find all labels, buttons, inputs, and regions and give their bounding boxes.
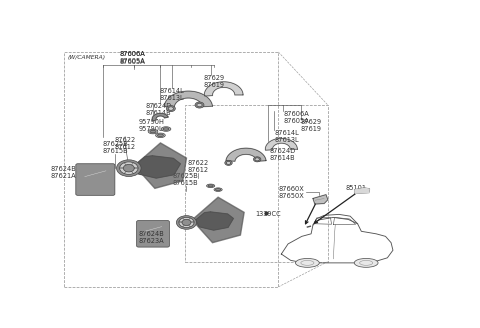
- Text: 87622
87612: 87622 87612: [114, 136, 136, 150]
- Ellipse shape: [150, 130, 156, 133]
- Text: 87624B
87623A: 87624B 87623A: [138, 231, 164, 244]
- Polygon shape: [164, 91, 213, 107]
- Ellipse shape: [120, 162, 138, 174]
- Text: 87606A
87605A: 87606A 87605A: [120, 51, 145, 64]
- Ellipse shape: [195, 102, 204, 108]
- Ellipse shape: [197, 103, 202, 107]
- Text: 87624D
87614B: 87624D 87614B: [145, 103, 172, 116]
- Bar: [64, 52, 278, 287]
- Ellipse shape: [179, 217, 194, 228]
- Ellipse shape: [148, 129, 158, 134]
- Text: 87624D
87614B: 87624D 87614B: [269, 148, 295, 161]
- Ellipse shape: [208, 185, 213, 187]
- Ellipse shape: [163, 128, 169, 130]
- Text: 87625B
87615B: 87625B 87615B: [173, 173, 199, 186]
- Ellipse shape: [156, 133, 165, 138]
- Text: 87629
87619: 87629 87619: [300, 119, 322, 132]
- Text: 87614L
87613L: 87614L 87613L: [274, 130, 299, 143]
- Polygon shape: [152, 113, 168, 121]
- FancyBboxPatch shape: [76, 164, 115, 195]
- Polygon shape: [355, 188, 369, 193]
- Text: 1339CC: 1339CC: [255, 211, 281, 217]
- Ellipse shape: [354, 258, 378, 267]
- Bar: [185, 105, 328, 262]
- Text: 87606A
87605A: 87606A 87605A: [120, 51, 145, 65]
- Ellipse shape: [226, 161, 231, 164]
- Polygon shape: [134, 156, 180, 178]
- Polygon shape: [192, 197, 244, 243]
- Text: 95790H
95790L: 95790H 95790L: [138, 119, 164, 133]
- Ellipse shape: [182, 219, 191, 226]
- Ellipse shape: [296, 258, 319, 267]
- Text: 87622
87612: 87622 87612: [187, 160, 208, 173]
- Ellipse shape: [167, 106, 175, 112]
- Ellipse shape: [225, 160, 232, 165]
- Ellipse shape: [253, 157, 261, 162]
- Text: 87629
87619: 87629 87619: [204, 75, 225, 88]
- Text: 87606A
87605A: 87606A 87605A: [283, 111, 309, 124]
- Ellipse shape: [177, 215, 196, 229]
- Ellipse shape: [255, 158, 259, 161]
- Text: 87624B
87621A: 87624B 87621A: [50, 166, 76, 179]
- Text: 85101: 85101: [346, 185, 367, 191]
- Text: 87614L
87613L: 87614L 87613L: [159, 88, 184, 101]
- Text: 87625B
87615B: 87625B 87615B: [102, 140, 128, 154]
- Ellipse shape: [123, 164, 134, 172]
- Ellipse shape: [216, 189, 221, 191]
- Ellipse shape: [168, 107, 173, 110]
- Polygon shape: [204, 82, 243, 96]
- Ellipse shape: [206, 184, 215, 188]
- Ellipse shape: [214, 188, 222, 192]
- Polygon shape: [265, 138, 297, 150]
- Polygon shape: [134, 143, 186, 188]
- Ellipse shape: [157, 134, 163, 136]
- Polygon shape: [313, 195, 328, 204]
- Ellipse shape: [117, 160, 141, 176]
- FancyBboxPatch shape: [137, 220, 169, 247]
- Text: 87660X
87650X: 87660X 87650X: [279, 186, 304, 199]
- Text: (W/CAMERA): (W/CAMERA): [67, 55, 106, 60]
- Polygon shape: [226, 148, 266, 161]
- Polygon shape: [196, 212, 233, 230]
- Ellipse shape: [161, 127, 171, 131]
- Polygon shape: [355, 188, 370, 194]
